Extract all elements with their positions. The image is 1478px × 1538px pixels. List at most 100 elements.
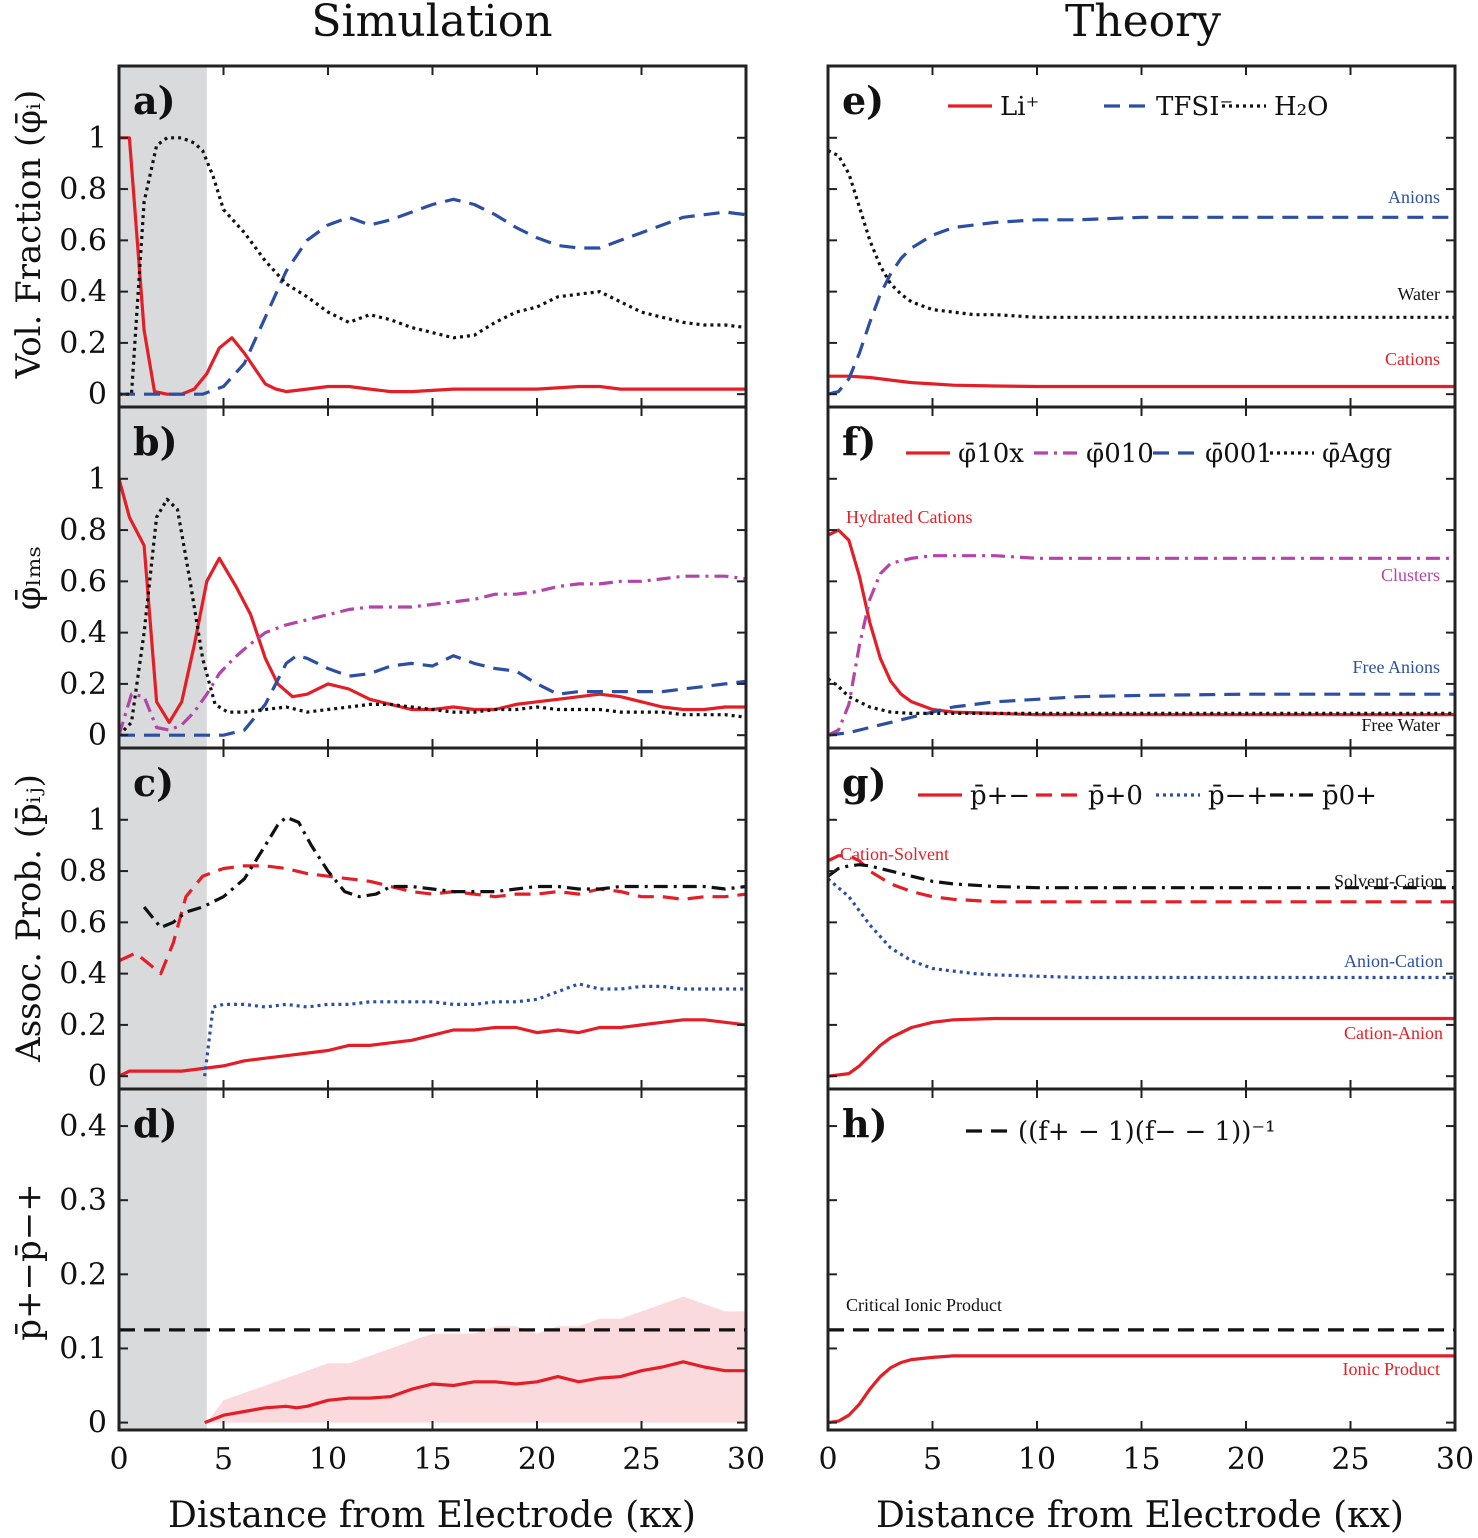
xtick-label-h-5: 25: [1331, 1442, 1369, 1477]
ytick-label-d-0: 0: [88, 1406, 107, 1441]
xtick-label-h-2: 10: [1018, 1442, 1056, 1477]
annotation-e-0: Anions: [1388, 187, 1440, 207]
panel-label-c: c): [133, 760, 174, 805]
ylabel-a: Vol. Fraction (φ̄ᵢ): [9, 90, 49, 379]
panel-g: g) p̄+− p̄+0 p̄−+ p̄0+ Cation-Solvent Solvent-…: [826, 746, 1457, 1091]
panel-c: 0 0.2 0.4 0.6 0.8 1 c): [59, 746, 748, 1094]
ytick-label-b-5: 1: [88, 462, 107, 497]
shaded-region-d: [119, 1089, 207, 1430]
ytick-label-c-2: 0.4: [59, 957, 107, 992]
legend-label-g-2: p̄−+: [1208, 781, 1268, 811]
ytick-label-d-3: 0.3: [59, 1183, 107, 1218]
series-c-3: [142, 815, 746, 930]
legend-label-f-1: φ̄010: [1086, 439, 1154, 469]
ytick-label-a-5: 1: [88, 121, 107, 156]
series-b-3: [119, 574, 746, 736]
panel-h: 0 5 10 15 20 25 30 h) ((f+ − 1)(f− − 1))⁻¹ Critic…: [818, 1087, 1474, 1477]
panel-label-g: g): [842, 760, 887, 805]
panel-f: f) φ̄10x φ̄010 φ̄001 φ̄Agg Hydrated Cations Cl…: [826, 405, 1457, 750]
annotation-g-2: Anion-Cation: [1344, 951, 1443, 971]
panel-label-f: f): [842, 419, 876, 464]
annotation-e-2: Cations: [1385, 349, 1440, 369]
series-b-2: [119, 497, 746, 737]
series-g-0: [828, 1016, 1455, 1078]
xtick-label-h-6: 30: [1436, 1442, 1474, 1477]
uncertainty-band-d: [206, 1296, 746, 1423]
annotation-f-0: Hydrated Cations: [846, 507, 972, 527]
ytick-label-b-4: 0.8: [59, 513, 107, 548]
legend-label-f-2: φ̄001: [1205, 439, 1273, 469]
panel-d: 0 5 10 15 20 25 30 0 0.1 0.2 0.3 0.4 d): [59, 1087, 765, 1477]
panel-label-h: h): [842, 1101, 888, 1146]
annotation-f-1: Clusters: [1381, 565, 1440, 585]
ytick-label-d-1: 0.1: [59, 1331, 107, 1366]
panel-a: 0 0.2 0.4 0.6 0.8 1 a): [59, 64, 748, 412]
xtick-label-h-1: 5: [923, 1442, 942, 1477]
series-e-0: [828, 374, 1455, 389]
ylabel-b: φ̄ₗₘₛ: [9, 546, 49, 610]
frame-e: [826, 64, 1457, 409]
legend-label-f-0: φ̄10x: [958, 439, 1024, 469]
series-h-0: [828, 1354, 1455, 1425]
annotation-f-3: Free Water: [1361, 715, 1440, 735]
legend-label-h-0: ((f+ − 1)(f− − 1))⁻¹: [1018, 1117, 1276, 1147]
legend-label-g-1: p̄+0: [1088, 781, 1143, 811]
ytick-label-a-4: 0.8: [59, 172, 107, 207]
ytick-label-b-1: 0.2: [59, 667, 107, 702]
panel-label-d: d): [133, 1101, 178, 1146]
ytick-label-c-5: 1: [88, 803, 107, 838]
ylabel-c: Assoc. Prob. (p̄ᵢⱼ): [9, 774, 49, 1063]
ytick-label-a-0: 0: [88, 377, 107, 412]
shaded-region-c: [119, 748, 207, 1089]
ytick-label-a-2: 0.4: [59, 275, 107, 310]
series-b-1: [119, 654, 746, 737]
xlabel-simulation: Distance from Electrode (κx): [168, 1495, 696, 1536]
annotation-g-0: Cation-Solvent: [840, 844, 949, 864]
legend-label-f-3: φ̄Agg: [1322, 439, 1392, 469]
column-title-simulation: Simulation: [311, 0, 552, 47]
xtick-label-h-3: 15: [1122, 1442, 1160, 1477]
ytick-label-c-0: 0: [88, 1059, 107, 1094]
column-title-theory: Theory: [1065, 0, 1221, 47]
ytick-label-c-1: 0.2: [59, 1008, 107, 1043]
series-f-2: [828, 692, 1455, 737]
xtick-label-h-4: 20: [1227, 1442, 1265, 1477]
xtick-label-h-0: 0: [818, 1442, 837, 1477]
shaded-region-b: [119, 407, 207, 748]
series-c-2: [203, 982, 746, 1077]
frame-a: [117, 64, 748, 409]
ytick-label-a-1: 0.2: [59, 326, 107, 361]
ytick-label-a-3: 0.6: [59, 223, 107, 258]
series-b-0: [119, 478, 746, 724]
ytick-label-b-0: 0: [88, 718, 107, 753]
series-c-1: [119, 864, 746, 976]
ytick-label-d-4: 0.4: [59, 1109, 107, 1144]
legend-label-e-1: TFSI⁻: [1156, 92, 1233, 122]
series-e-2: [828, 149, 1455, 319]
legend-label-e-0: Li⁺: [1000, 92, 1039, 122]
series-a-1: [119, 197, 746, 396]
xtick-label-d-3: 15: [413, 1442, 451, 1477]
ytick-label-b-2: 0.4: [59, 616, 107, 651]
panel-label-a: a): [133, 78, 176, 123]
panel-label-e: e): [842, 78, 884, 123]
frame-c: [117, 746, 748, 1091]
panel-e: e) Li⁺ TFSI⁻ H₂O Anions Water Cations: [826, 64, 1457, 409]
series-f-1: [828, 554, 1455, 737]
series-d-0: [204, 1360, 746, 1425]
ytick-label-b-3: 0.6: [59, 564, 107, 599]
panel-b: 0 0.2 0.4 0.6 0.8 1 b): [59, 405, 748, 753]
xtick-label-d-5: 25: [622, 1442, 660, 1477]
series-c-0: [119, 1018, 746, 1078]
ylabel-d: p̄+−p̄−+: [9, 1183, 49, 1340]
annotation-e-1: Water: [1397, 284, 1440, 304]
series-e-1: [828, 215, 1455, 396]
ytick-label-d-2: 0.2: [59, 1257, 107, 1292]
xtick-label-d-4: 20: [518, 1442, 556, 1477]
ytick-label-c-4: 0.8: [59, 854, 107, 889]
annotation-h-1: Ionic Product: [1343, 1359, 1440, 1379]
series-g-3: [828, 863, 1455, 890]
legend-label-g-3: p̄0+: [1322, 781, 1377, 811]
panel-label-b: b): [133, 419, 178, 464]
xlabel-theory: Distance from Electrode (κx): [876, 1495, 1404, 1536]
